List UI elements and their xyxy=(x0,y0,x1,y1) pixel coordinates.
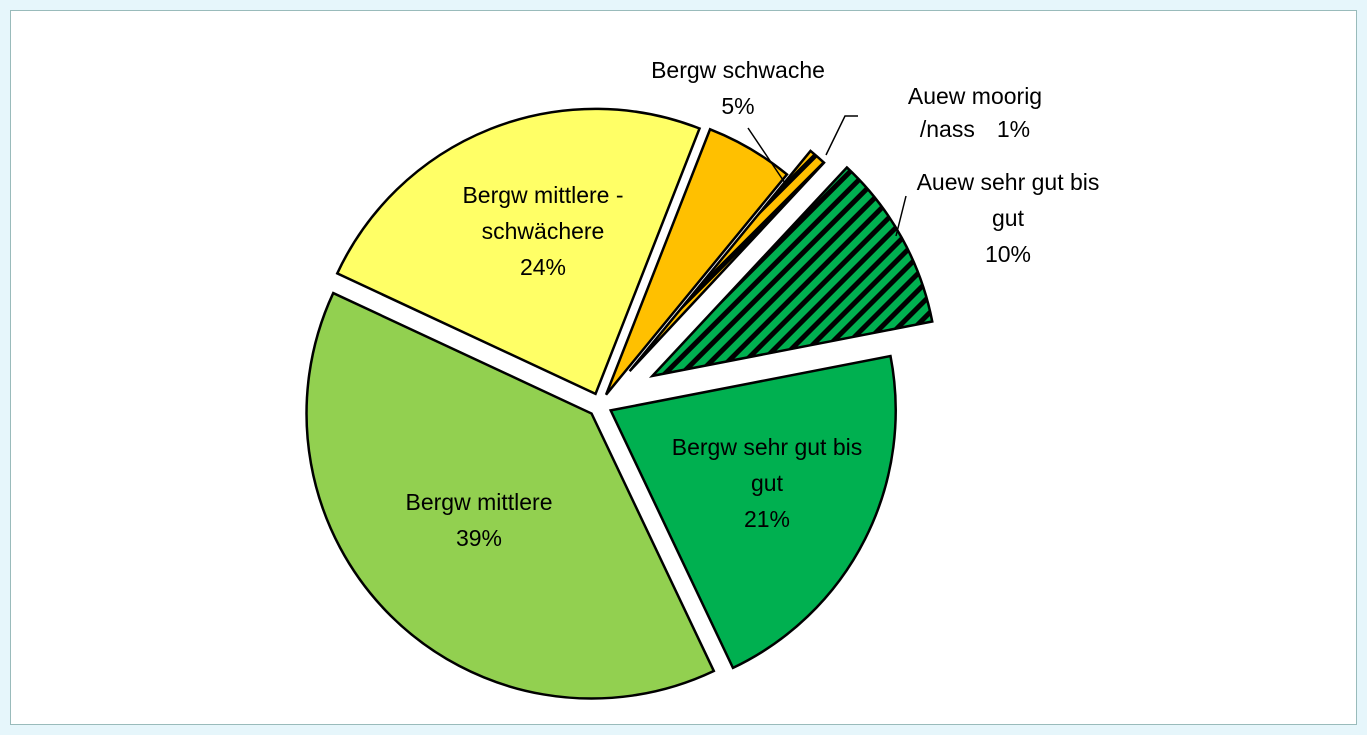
pie-slice xyxy=(604,127,789,396)
category-label: Auew sehr gut bis gut xyxy=(916,169,1100,231)
pie-slice xyxy=(608,354,897,670)
slice-label: Auew moorig /nass 1% xyxy=(878,80,1073,146)
value-label: 21% xyxy=(743,506,791,532)
pie-slice xyxy=(628,149,826,372)
leader-line xyxy=(895,195,907,237)
pie-slice xyxy=(335,107,702,396)
pie-slice xyxy=(305,291,716,700)
value-label: 24% xyxy=(519,254,567,280)
value-label: 1% xyxy=(996,116,1031,142)
category-label: Auew moorig /nass xyxy=(907,83,1043,142)
slice-label: Bergw schwache 5% xyxy=(598,52,878,124)
value-label: 39% xyxy=(455,525,503,551)
category-label: Bergw mittlere - schwächere xyxy=(462,182,624,244)
value-label: 5% xyxy=(721,93,755,119)
value-label: 10% xyxy=(984,241,1032,267)
slice-label: Auew sehr gut bis gut 10% xyxy=(901,164,1116,272)
category-label: Bergw mittlere xyxy=(405,489,553,515)
slice-label: Bergw mittlere 39% xyxy=(379,484,579,556)
slice-label: Bergw sehr gut bis gut 21% xyxy=(655,429,880,537)
leader-line xyxy=(825,115,858,156)
category-label: Bergw schwache xyxy=(651,57,825,83)
pie-slice xyxy=(648,165,934,378)
leader-line xyxy=(747,127,786,184)
category-label: Bergw sehr gut bis gut xyxy=(671,434,863,496)
slice-label: Bergw mittlere - schwächere 24% xyxy=(426,177,661,285)
